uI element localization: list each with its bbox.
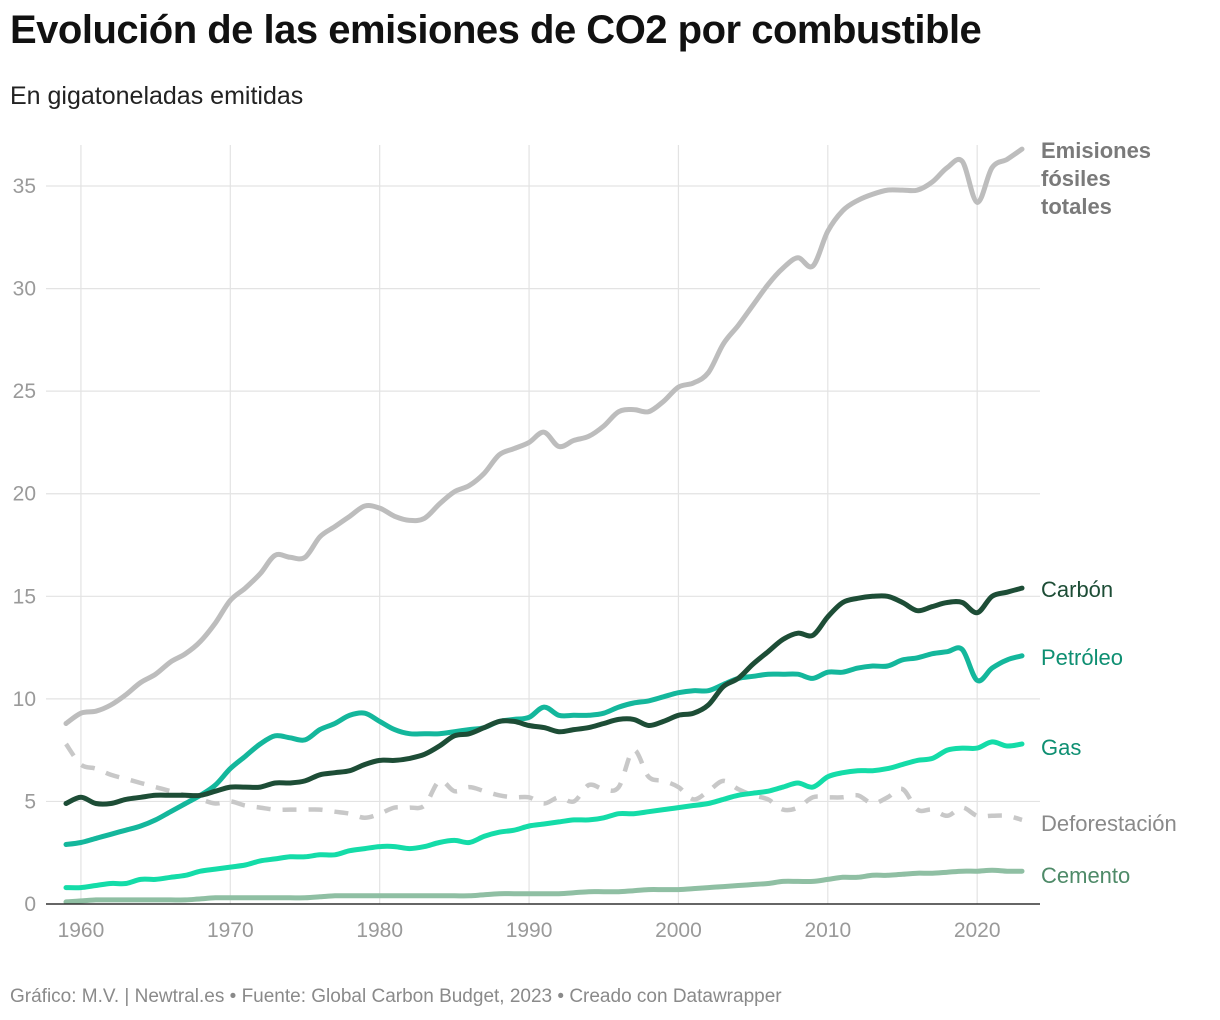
x-tick-label: 1980 — [356, 919, 403, 942]
y-tick-label: 20 — [13, 483, 36, 506]
x-tick-label: 1970 — [207, 919, 254, 942]
series-line-emisiones-fosiles-totales — [63, 146, 1025, 726]
y-axis-ticks: 0 5 10 15 20 25 30 35 — [13, 175, 36, 916]
y-tick-label: 25 — [13, 380, 36, 403]
x-tick-label: 1990 — [506, 919, 553, 942]
y-tick-label: 0 — [24, 893, 36, 916]
series-label-cemento: Cemento — [1041, 863, 1130, 888]
chart-title: Evolución de las emisiones de CO2 por co… — [10, 8, 982, 52]
series-label-deforestacion: Deforestación — [1041, 811, 1177, 836]
chart-subtitle: En gigatoneladas emitidas — [10, 82, 304, 110]
series-label-petroleo: Petróleo — [1041, 645, 1123, 670]
x-tick-label: 2010 — [804, 919, 851, 942]
series-labels: Emisiones fósiles totales Carbón Petróleo Gas… — [1041, 138, 1177, 888]
grid-lines — [46, 145, 1040, 904]
y-tick-label: 30 — [13, 278, 36, 301]
y-tick-label: 10 — [13, 688, 36, 711]
series-line-carbon — [63, 585, 1025, 807]
series-line-deforestacion — [64, 742, 1023, 823]
x-tick-label: 2020 — [954, 919, 1001, 942]
series-label-emisiones-fosiles-totales: Emisiones fósiles totales — [1041, 138, 1151, 219]
y-tick-label: 15 — [13, 585, 36, 608]
x-tick-label: 1960 — [58, 919, 105, 942]
series-line-petroleo — [63, 645, 1025, 847]
y-tick-label: 5 — [24, 790, 36, 813]
series-lines — [63, 146, 1025, 905]
series-label-gas: Gas — [1041, 735, 1081, 760]
line-chart: 0 5 10 15 20 25 30 35 1960 1970 1980 1990 2000 2010 2… — [13, 138, 1177, 942]
series-line-cemento — [63, 867, 1025, 905]
y-tick-label: 35 — [13, 175, 36, 198]
series-line-gas — [63, 739, 1025, 891]
x-axis-ticks: 1960 1970 1980 1990 2000 2010 2020 — [58, 919, 1001, 942]
series-label-carbon: Carbón — [1041, 577, 1113, 602]
x-tick-label: 2000 — [655, 919, 702, 942]
chart-footer: Gráfico: M.V. | Newtral.es • Fuente: Glo… — [10, 986, 782, 1007]
